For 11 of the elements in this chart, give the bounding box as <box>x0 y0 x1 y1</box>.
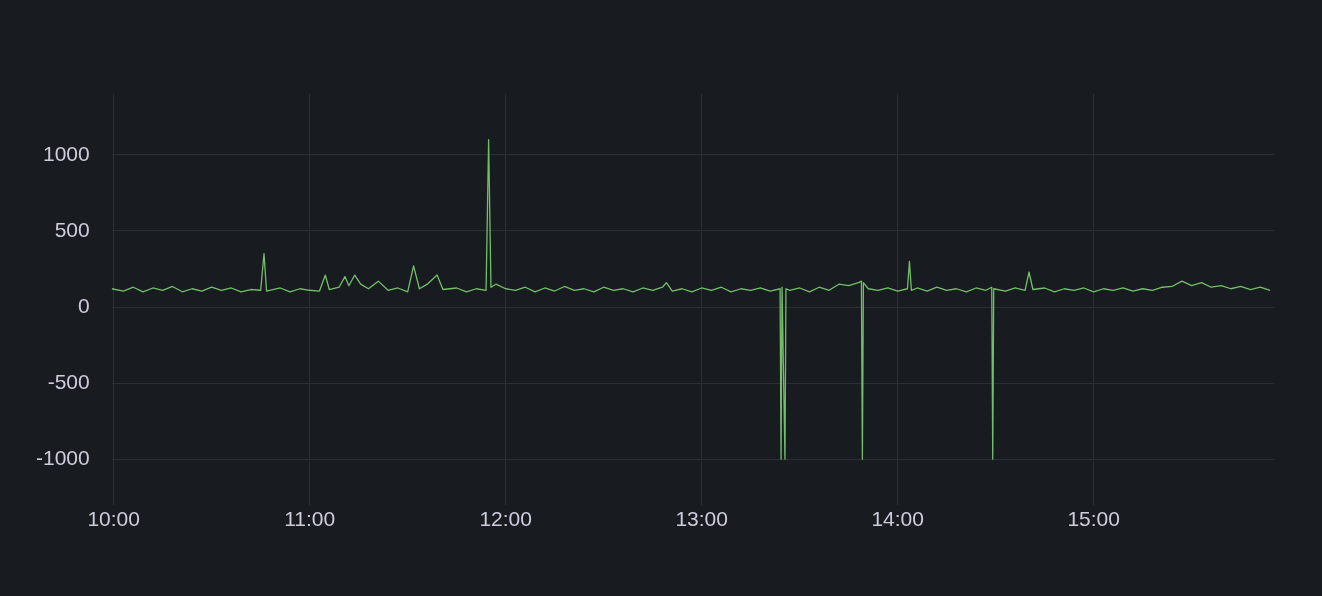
x-tick-label: 15:00 <box>1067 507 1120 531</box>
x-tick-label: 10:00 <box>87 507 140 531</box>
x-tick-label: 12:00 <box>479 507 532 531</box>
x-tick-label: 13:00 <box>675 507 728 531</box>
y-tick-label: 0 <box>78 293 90 317</box>
x-tick-label: 14:00 <box>871 507 924 531</box>
y-tick-label: -500 <box>47 369 90 393</box>
y-tick-label: 500 <box>54 217 90 241</box>
x-tick-label: 11:00 <box>284 507 336 531</box>
y-tick-label: 1000 <box>42 141 90 165</box>
y-tick-label: -1000 <box>35 445 90 469</box>
